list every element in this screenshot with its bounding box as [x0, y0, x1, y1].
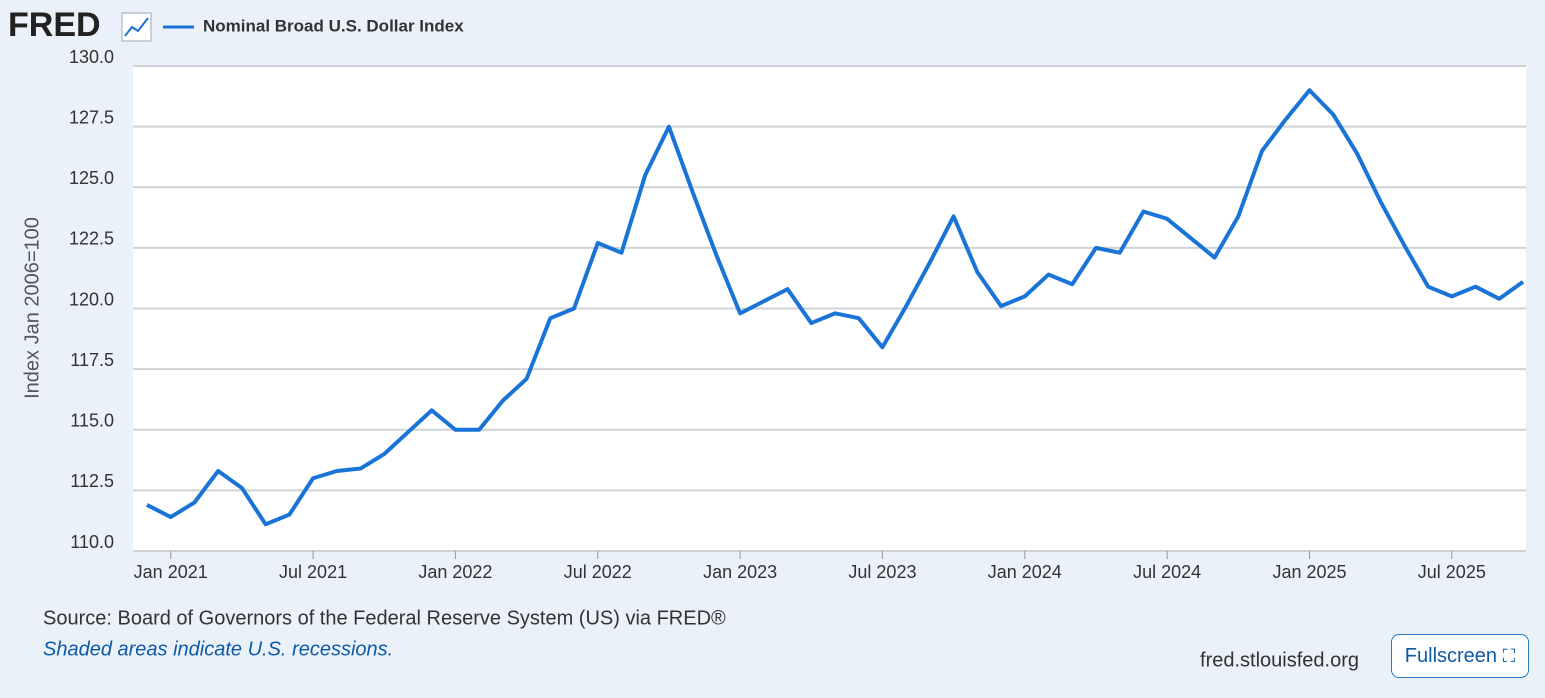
y-tick-label: 125.0: [69, 168, 114, 188]
x-tick-label: Jan 2023: [703, 562, 777, 582]
fullscreen-label: Fullscreen: [1404, 644, 1498, 667]
y-tick-label: 110.0: [70, 532, 114, 552]
y-tick-label: 115.0: [70, 411, 114, 431]
logo-icon: [121, 12, 152, 42]
y-axis-title: Index Jan 2006=100: [21, 217, 43, 399]
legend-label: Nominal Broad U.S. Dollar Index: [203, 16, 464, 35]
x-tick-label: Jul 2022: [564, 562, 632, 582]
x-tick-label: Jul 2021: [279, 562, 347, 582]
site: fred.stlouisfed.org: [1200, 649, 1359, 671]
x-tick-label: Jul 2023: [848, 562, 916, 582]
y-tick-label: 120.0: [69, 289, 114, 309]
x-tick-label: Jan 2024: [988, 562, 1062, 582]
y-tick-label: 117.5: [70, 350, 114, 370]
series-line: [146, 88, 1525, 527]
x-tick-label: Jul 2024: [1133, 562, 1201, 582]
note: Shaded areas indicate U.S. recessions.: [43, 638, 393, 660]
x-tick-label: Jan 2022: [418, 562, 492, 582]
x-tick-label: Jul 2025: [1418, 562, 1486, 582]
y-tick-label: 122.5: [69, 229, 114, 249]
y-tick-label: 127.5: [69, 107, 114, 127]
y-tick-label: 112.5: [70, 471, 114, 491]
source: Source: Board of Governors of the Federa…: [43, 607, 726, 629]
logo: FRED: [8, 6, 101, 44]
y-tick-label: 130.0: [69, 47, 114, 67]
fullscreen-button[interactable]: Fullscreen ⛶: [1391, 634, 1529, 678]
x-tick-label: Jan 2025: [1272, 562, 1346, 582]
logo-icon-line: [124, 17, 149, 37]
x-tick-label: Jan 2021: [134, 562, 208, 582]
